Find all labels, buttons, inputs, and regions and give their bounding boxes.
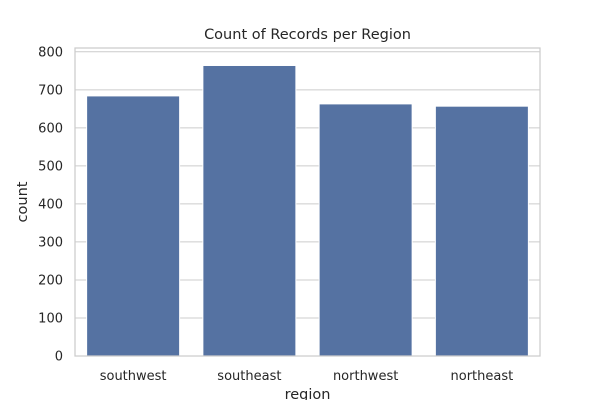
y-tick-label: 700 (38, 83, 63, 98)
y-tick-label: 0 (55, 350, 63, 365)
x-tick-label: southwest (100, 369, 167, 384)
y-tick-label: 300 (38, 235, 63, 250)
y-tick-label: 600 (38, 121, 63, 136)
y-tick-label: 500 (38, 159, 63, 174)
plot-frame (74, 47, 541, 357)
bar-northwest (318, 103, 413, 357)
x-tick-labels: southwest southeast northwest northeast (100, 369, 514, 384)
y-axis-label: count (15, 181, 31, 222)
bars (86, 64, 529, 357)
bar-southeast (202, 64, 297, 357)
x-tick-label: northeast (451, 369, 514, 384)
x-tick-label: southeast (217, 369, 281, 384)
y-tick-label: 400 (38, 197, 63, 212)
x-tick-label: northwest (333, 369, 398, 384)
y-tick-label: 200 (38, 273, 63, 288)
y-tick-label: 800 (38, 45, 63, 60)
y-tick-labels: 0 100 200 300 400 500 600 700 800 (38, 45, 63, 364)
chart-title: Count of Records per Region (204, 27, 411, 43)
x-axis-label: region (285, 387, 331, 400)
bar-southwest (86, 95, 181, 357)
y-tick-label: 100 (38, 311, 63, 326)
bar-northeast (434, 105, 529, 357)
